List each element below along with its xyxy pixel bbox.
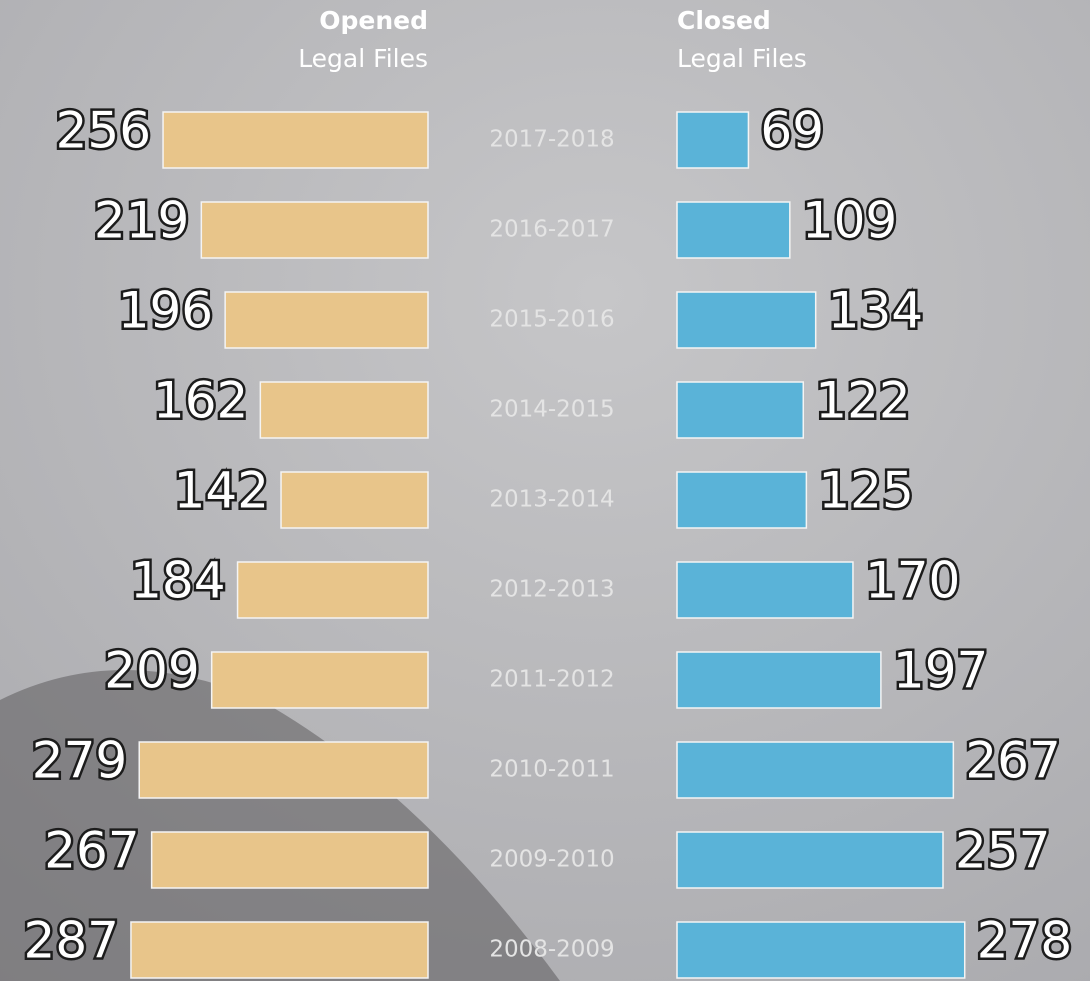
category-label: 2011-2012 xyxy=(489,667,614,693)
bar xyxy=(201,202,428,258)
value-label: 162 xyxy=(153,372,248,430)
value-label: 69 xyxy=(760,102,824,160)
category-label: 2008-2009 xyxy=(489,937,614,963)
bar xyxy=(281,472,428,528)
bar xyxy=(677,292,816,348)
value-label: 256 xyxy=(56,102,151,160)
bar xyxy=(225,292,428,348)
value-label: 219 xyxy=(94,192,189,250)
category-label: 2017-2018 xyxy=(489,127,614,153)
value-label: 170 xyxy=(865,552,960,610)
legend-subtitle: Legal Files xyxy=(298,44,428,73)
value-label: 184 xyxy=(130,552,225,610)
bar xyxy=(677,112,748,168)
chart: Opened Legal Files Closed Legal Files 2017-2… xyxy=(0,0,1090,981)
value-label: 267 xyxy=(965,732,1060,790)
value-label: 196 xyxy=(118,282,213,340)
bar xyxy=(139,742,428,798)
category-label: 2010-2011 xyxy=(489,757,614,783)
legend-subtitle: Legal Files xyxy=(677,44,807,73)
bar xyxy=(238,562,428,618)
value-label: 125 xyxy=(818,462,913,520)
bar xyxy=(152,832,428,888)
category-label: 2014-2015 xyxy=(489,397,614,423)
category-label: 2012-2013 xyxy=(489,577,614,603)
bar xyxy=(677,382,803,438)
bar xyxy=(677,652,881,708)
bar xyxy=(260,382,428,438)
value-label: 134 xyxy=(828,282,923,340)
value-label: 197 xyxy=(893,642,988,700)
value-label: 267 xyxy=(44,822,139,880)
value-label: 109 xyxy=(802,192,897,250)
legend-title: Opened xyxy=(319,6,428,35)
category-label: 2013-2014 xyxy=(489,487,614,513)
category-label: 2015-2016 xyxy=(489,307,614,333)
bar xyxy=(677,562,853,618)
bar xyxy=(677,202,790,258)
legend-title: Closed xyxy=(677,6,771,35)
category-label: 2016-2017 xyxy=(489,217,614,243)
value-label: 209 xyxy=(104,642,199,700)
bar xyxy=(677,472,806,528)
bar xyxy=(677,832,943,888)
value-label: 257 xyxy=(955,822,1050,880)
value-label: 279 xyxy=(32,732,127,790)
value-label: 278 xyxy=(977,912,1072,970)
value-label: 142 xyxy=(174,462,269,520)
bar xyxy=(677,742,953,798)
bar xyxy=(131,922,428,978)
bar xyxy=(163,112,428,168)
value-label: 122 xyxy=(815,372,910,430)
category-label: 2009-2010 xyxy=(489,847,614,873)
bar xyxy=(677,922,965,978)
bar xyxy=(212,652,428,708)
page: Opened Legal Files Closed Legal Files 2017-2… xyxy=(0,0,1090,981)
value-label: 287 xyxy=(24,912,119,970)
